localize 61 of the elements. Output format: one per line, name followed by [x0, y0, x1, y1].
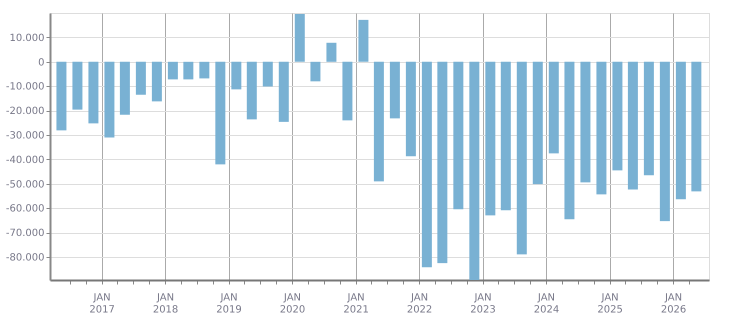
bar	[390, 62, 400, 118]
bar	[437, 62, 448, 264]
bar	[676, 62, 686, 200]
bar	[422, 62, 432, 268]
y-tick-label: 10.000	[10, 32, 44, 44]
y-tick-label: -70.000	[6, 228, 44, 240]
bar	[183, 62, 194, 80]
x-tick-label: JAN 2018	[152, 292, 178, 313]
bar	[548, 62, 559, 154]
y-tick-label: -30.000	[6, 130, 44, 142]
x-tick-label: JAN 2017	[89, 292, 115, 313]
bar	[580, 62, 590, 182]
y-tick-label: -80.000	[6, 252, 44, 264]
bar	[215, 62, 226, 164]
bar	[612, 62, 622, 170]
bar	[406, 62, 416, 156]
bar	[136, 62, 146, 95]
bar	[199, 62, 210, 78]
bar	[374, 62, 384, 182]
y-tick-label: 0	[38, 57, 44, 68]
bar	[358, 20, 368, 62]
y-tick-label: -60.000	[6, 204, 44, 215]
bar	[246, 62, 257, 120]
x-tick-label: JAN 2019	[216, 292, 242, 313]
x-tick-label: JAN 2020	[280, 292, 306, 313]
x-tick-label: JAN 2024	[534, 292, 560, 313]
bar	[231, 62, 242, 90]
bar	[342, 62, 352, 120]
bar	[644, 62, 654, 176]
bar	[469, 62, 480, 280]
bar	[660, 62, 670, 222]
y-tick-label: -10.000	[6, 82, 44, 93]
bar	[485, 62, 496, 216]
y-tick-label: -40.000	[6, 154, 44, 166]
x-tick-label: JAN 2022	[406, 292, 432, 313]
bar	[262, 62, 273, 86]
bar	[120, 62, 130, 115]
bar	[326, 42, 336, 62]
x-tick-label: JAN 2025	[597, 292, 623, 313]
x-tick-label: JAN 2021	[343, 292, 369, 313]
y-tick-label: -50.000	[6, 179, 44, 190]
bar	[691, 62, 702, 192]
bar	[310, 62, 320, 82]
bar	[168, 62, 178, 80]
bar	[516, 62, 527, 254]
x-tick-label: JAN 2023	[470, 292, 496, 313]
x-tick-label: JAN 2026	[660, 292, 686, 313]
bar	[564, 62, 574, 220]
bar	[596, 62, 606, 194]
bar	[88, 62, 98, 124]
bar	[278, 62, 289, 122]
bar	[72, 62, 82, 110]
bar	[56, 62, 66, 130]
bar	[294, 14, 305, 62]
bar	[628, 62, 638, 190]
bar	[532, 62, 543, 184]
bar	[500, 62, 511, 210]
bar	[104, 62, 114, 138]
bar	[152, 62, 162, 102]
bar	[453, 62, 464, 210]
y-tick-label: -20.000	[6, 106, 44, 118]
